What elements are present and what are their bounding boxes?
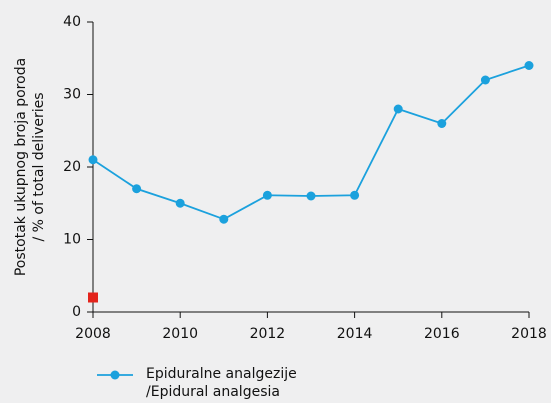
marker <box>88 155 98 165</box>
marker <box>480 75 490 85</box>
x-tick-label: 2008 <box>75 326 111 342</box>
legend-marker <box>110 370 120 380</box>
x-tick-label: 2012 <box>250 326 286 342</box>
marker <box>175 198 185 208</box>
marker <box>393 104 403 114</box>
x-tick-label: 2016 <box>424 326 460 342</box>
y-tick-label: 30 <box>63 87 81 103</box>
x-tick-label: 2010 <box>162 326 198 342</box>
x-tick-label: 2018 <box>511 326 547 342</box>
marker <box>132 184 142 194</box>
marker <box>306 191 316 201</box>
marker <box>219 214 229 224</box>
y-tick-label: 20 <box>63 159 81 175</box>
y-tick-label: 10 <box>63 232 81 248</box>
y-axis-label: / % of total deliveries <box>31 92 47 241</box>
legend-label-box: Epiduralne analgezije /Epidural analgesi… <box>146 366 297 400</box>
y-tick-label: 40 <box>63 14 81 30</box>
marker <box>524 61 534 70</box>
legend-label: Epiduralne analgezije /Epidural analgesi… <box>146 366 297 400</box>
marker <box>262 190 272 200</box>
y-tick-label: 0 <box>72 304 81 320</box>
x-tick-label: 2014 <box>337 326 373 342</box>
y-axis-label: Postotak ukupnog broja poroda <box>13 58 29 276</box>
marker <box>350 190 360 200</box>
marker <box>88 292 98 303</box>
marker <box>437 119 447 128</box>
